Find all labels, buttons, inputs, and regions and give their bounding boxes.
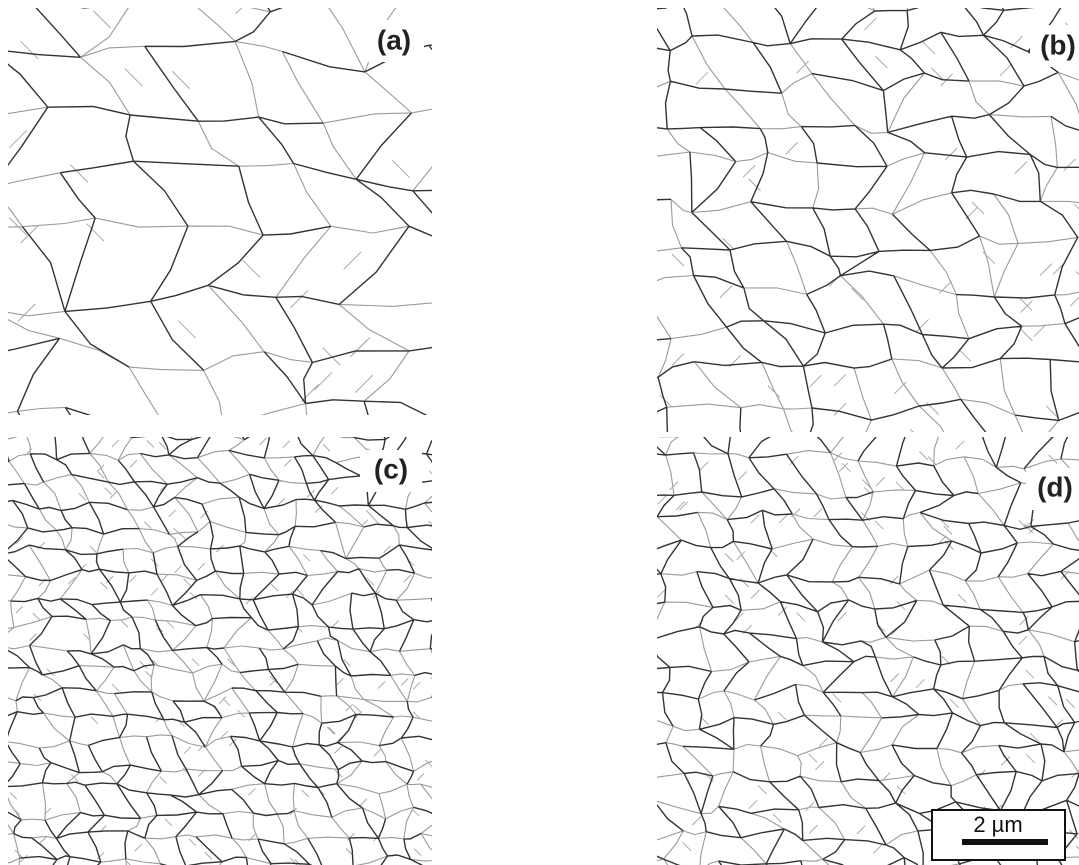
scale-bar-label: 2 µm <box>973 812 1022 837</box>
panel-label: (a) <box>377 24 411 55</box>
gray-boundaries <box>622 396 1079 865</box>
dark-boundaries <box>596 0 1079 504</box>
grain-map <box>0 403 505 865</box>
panel-label: (b) <box>1040 29 1076 60</box>
grain-map <box>618 395 1079 865</box>
gray-boundaries <box>596 0 1079 500</box>
gray-boundaries <box>0 0 621 483</box>
figure: (a) (b) (c) (d) 2 µm <box>0 0 1079 865</box>
grain-map <box>596 0 1079 504</box>
dark-boundaries <box>0 403 505 865</box>
grain-map <box>0 0 621 483</box>
grain-maps <box>0 0 1079 865</box>
panel-label: (c) <box>374 453 408 484</box>
dark-boundaries <box>0 0 621 483</box>
gray-boundaries <box>0 403 505 865</box>
panel-label: (d) <box>1037 471 1073 502</box>
page: (a) (b) (c) (d) 2 µm (() => { const data… <box>0 0 1079 865</box>
